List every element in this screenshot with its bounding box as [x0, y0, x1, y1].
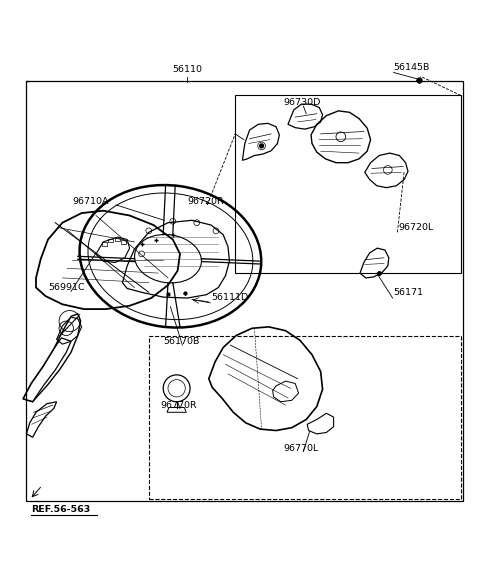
Text: 56991C: 56991C [48, 283, 84, 292]
Text: 56170B: 56170B [163, 337, 200, 346]
Text: 56110: 56110 [172, 65, 202, 74]
Text: 96710A: 96710A [72, 197, 108, 206]
Bar [121, 240, 126, 244]
Bar [108, 239, 113, 243]
Text: 96730D: 96730D [283, 98, 321, 107]
Text: 96770L: 96770L [283, 444, 318, 453]
Bar [115, 237, 120, 242]
Circle shape [260, 144, 264, 148]
Text: 56111D: 56111D [211, 293, 249, 302]
Text: 96770R: 96770R [161, 401, 197, 410]
Bar [102, 243, 107, 246]
Text: REF.56-563: REF.56-563 [31, 505, 90, 514]
Text: 96720R: 96720R [187, 197, 224, 206]
Text: 56145B: 56145B [394, 63, 430, 71]
Bar [26, 81, 463, 501]
Text: 56171: 56171 [394, 288, 423, 297]
Bar [149, 335, 461, 499]
Bar [235, 95, 461, 273]
Text: 96720L: 96720L [398, 223, 433, 232]
